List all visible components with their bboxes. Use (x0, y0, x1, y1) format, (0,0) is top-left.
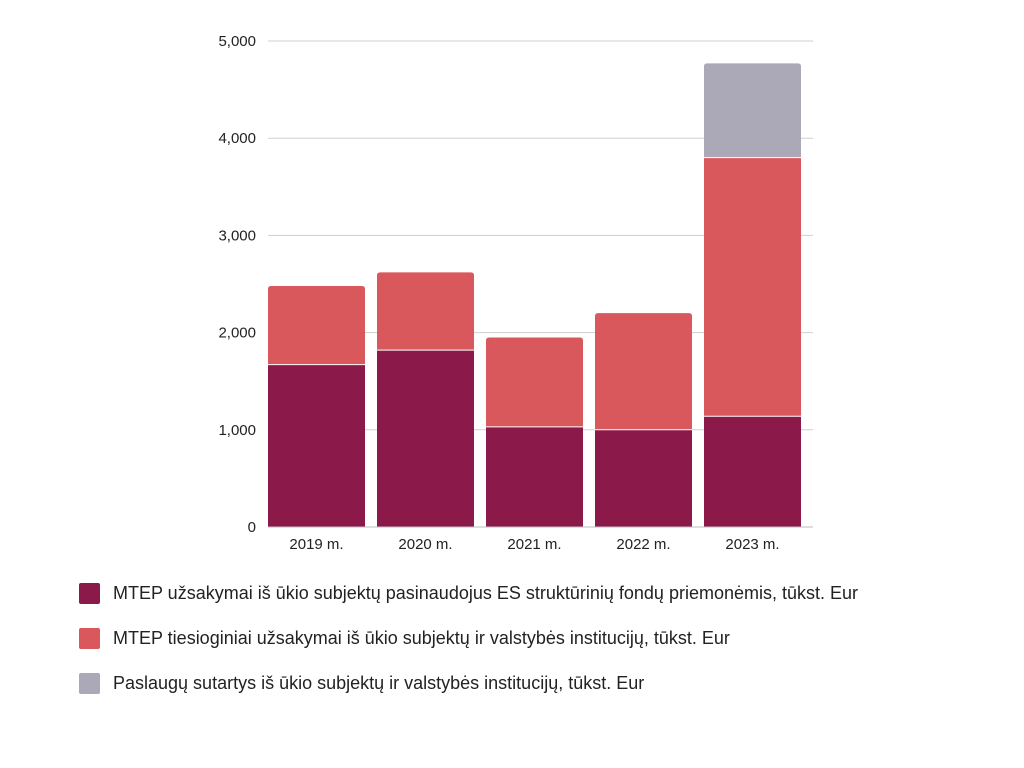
legend-item-service-contracts: Paslaugų sutartys iš ūkio subjektų ir va… (79, 670, 858, 696)
bar-segment (595, 313, 692, 430)
legend-label: Paslaugų sutartys iš ūkio subjektų ir va… (113, 672, 645, 693)
x-axis: 2019 m. 2020 m. 2021 m. 2022 m. 2023 m. (268, 526, 813, 553)
y-tick-label: 0 (248, 519, 256, 536)
bar-segment (486, 337, 583, 427)
legend: MTEP užsakymai iš ūkio subjektų pasinaud… (79, 580, 858, 715)
bar-segment (704, 157, 801, 417)
legend-item-direct-orders: MTEP tiesioginiai užsakymai iš ūkio subj… (79, 625, 858, 651)
y-tick-label: 3,000 (218, 227, 256, 244)
legend-swatch (79, 627, 100, 649)
x-tick-label: 2021 m. (507, 536, 561, 553)
bar-segment (704, 63, 801, 158)
legend-swatch (79, 582, 100, 604)
x-tick-label: 2023 m. (725, 536, 779, 553)
stacked-bar-chart: 0 1,000 2,000 3,000 4,000 5,000 2019 m. 2020 m… (218, 33, 813, 553)
x-tick-label: 2022 m. (616, 536, 670, 553)
x-tick-label: 2019 m. (289, 536, 343, 553)
bar-segment (268, 364, 365, 527)
y-tick-label: 1,000 (218, 422, 256, 439)
y-tick-label: 4,000 (218, 130, 256, 147)
y-tick-label: 5,000 (218, 33, 256, 50)
bar-segment (268, 285, 365, 365)
bars (268, 63, 801, 527)
y-tick-label: 2,000 (218, 325, 256, 342)
legend-swatch (79, 672, 100, 694)
bar-segment (377, 272, 474, 351)
x-tick-label: 2020 m. (398, 536, 452, 553)
y-axis: 0 1,000 2,000 3,000 4,000 5,000 (218, 33, 256, 536)
bar-segment (377, 350, 474, 527)
legend-label: MTEP tiesioginiai užsakymai iš ūkio subj… (113, 627, 730, 648)
bar-segment (595, 429, 692, 527)
bar-segment (486, 426, 583, 527)
legend-label: MTEP užsakymai iš ūkio subjektų pasinaud… (113, 582, 859, 603)
bar-segment (704, 416, 801, 527)
legend-item-eu-funds: MTEP užsakymai iš ūkio subjektų pasinaud… (79, 580, 858, 606)
